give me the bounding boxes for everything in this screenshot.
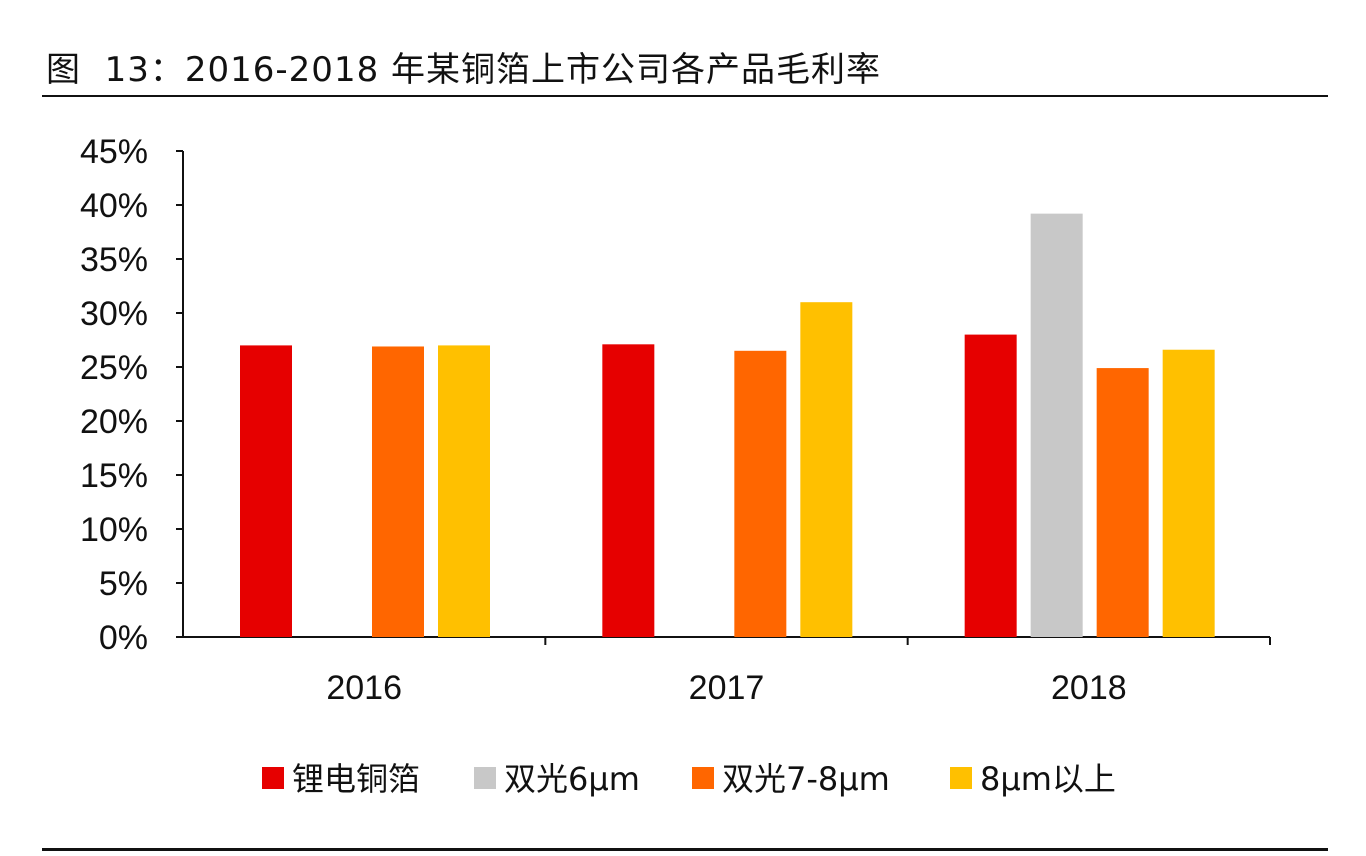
bar-2018-2 [1030,213,1083,637]
bar-2016-4 [438,345,490,637]
y-tick-label: 35% [80,241,148,279]
y-tick-label: 25% [80,349,148,387]
y-tick-label: 30% [80,295,148,333]
bar-2018-3 [1096,368,1149,637]
y-tick-label: 10% [80,511,148,549]
title-divider [42,95,1328,97]
legend-swatch [950,767,972,789]
y-tick-label: 15% [80,457,148,495]
legend-label: 双光7-8μm [722,760,890,798]
y-tick-label: 0% [99,619,148,657]
y-tick-label: 20% [80,403,148,441]
y-tick-label: 45% [80,133,148,171]
legend-label: 双光6μm [504,760,640,798]
x-tick-label: 2017 [689,669,765,707]
x-tick-label: 2016 [326,669,402,707]
bar-2017-3 [734,350,787,637]
legend-swatch [474,767,496,789]
bar-2018-4 [1162,349,1215,637]
bar-2017-1 [602,344,655,637]
legend-label: 8μm以上 [980,760,1116,798]
bottom-divider [42,848,1328,851]
y-tick-label: 40% [80,187,148,225]
bar-2016-3 [372,346,424,637]
bar-2017-4 [800,302,853,637]
x-tick-label: 2018 [1051,669,1127,707]
legend-swatch [692,767,714,789]
legend-label: 锂电铜箔 [292,760,420,798]
bar-2016-1 [240,345,292,637]
chart-title: 图 13：2016-2018 年某铜箔上市公司各产品毛利率 [46,50,882,90]
legend-swatch [262,767,284,789]
y-tick-label: 5% [99,565,148,603]
bar-2018-1 [964,334,1017,637]
